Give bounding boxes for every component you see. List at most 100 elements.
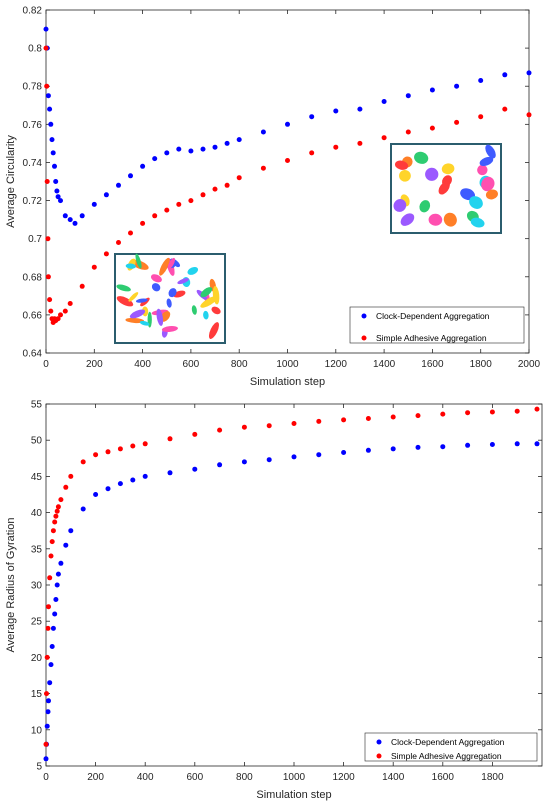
- inset-cluster: [208, 322, 219, 339]
- data-point: [54, 582, 60, 588]
- data-point: [44, 691, 49, 697]
- data-point: [130, 443, 136, 449]
- y-tick-label: 0.64: [23, 349, 43, 360]
- data-point: [478, 78, 484, 83]
- data-point: [79, 213, 85, 219]
- data-point: [53, 513, 59, 519]
- legend-label: Simple Adhesive Aggregation: [391, 751, 502, 761]
- data-point: [241, 424, 247, 430]
- x-tick-label: 800: [231, 359, 248, 370]
- inset-cluster: [128, 292, 139, 302]
- data-point: [176, 201, 182, 207]
- data-point: [48, 308, 54, 314]
- data-point: [167, 470, 173, 476]
- x-tick-label: 800: [236, 772, 253, 783]
- inset-elongated-clusters: [114, 253, 226, 344]
- data-point: [285, 158, 290, 163]
- data-point: [58, 560, 64, 566]
- data-point: [67, 301, 73, 306]
- data-point: [217, 462, 223, 468]
- data-point: [52, 163, 57, 169]
- inset-cluster: [125, 317, 145, 324]
- y-tick-label: 0.76: [23, 120, 43, 131]
- data-point: [45, 236, 51, 242]
- data-point: [465, 410, 471, 416]
- data-point: [316, 418, 322, 424]
- x-tick-label: 200: [86, 359, 103, 370]
- data-point: [390, 414, 396, 420]
- data-point: [405, 93, 411, 99]
- inset-cluster: [116, 296, 134, 307]
- data-point: [44, 83, 50, 89]
- data-point: [212, 144, 218, 150]
- data-point: [54, 188, 60, 194]
- data-point: [152, 213, 158, 219]
- inset-cluster: [479, 156, 494, 167]
- y-tick-label: 0.66: [23, 310, 43, 321]
- data-point: [49, 539, 55, 545]
- inset-cluster: [460, 188, 475, 201]
- y-tick-label: 5: [36, 762, 42, 773]
- plot-area: [45, 403, 543, 767]
- data-point: [224, 182, 230, 188]
- data-point: [140, 163, 146, 169]
- series-clock-dependent: [43, 26, 532, 226]
- x-tick-label: 400: [137, 772, 154, 783]
- inset-cluster: [156, 308, 164, 326]
- inset-cluster: [470, 217, 485, 228]
- data-point: [43, 26, 49, 32]
- data-point: [291, 421, 297, 426]
- data-point: [46, 604, 51, 610]
- data-point: [333, 144, 339, 150]
- data-point: [236, 137, 242, 143]
- data-point: [44, 723, 50, 729]
- series-clock-dependent: [43, 441, 540, 762]
- data-point: [80, 459, 86, 465]
- y-tick-label: 0.78: [23, 82, 43, 93]
- data-point: [62, 213, 68, 219]
- data-point: [43, 741, 49, 747]
- data-point: [514, 408, 520, 414]
- data-point: [502, 106, 508, 112]
- data-point: [316, 452, 322, 458]
- inset-cluster: [139, 320, 150, 326]
- y-tick-label: 45: [31, 472, 43, 483]
- data-point: [217, 427, 223, 433]
- data-point: [63, 542, 69, 548]
- data-point: [192, 431, 198, 437]
- data-point: [68, 528, 74, 534]
- inset-cluster: [438, 181, 450, 195]
- x-axis-label: Simulation step: [250, 376, 325, 388]
- x-tick-label: 0: [43, 772, 49, 783]
- inset-cluster: [469, 196, 483, 209]
- x-tick-label: 1600: [421, 359, 444, 370]
- data-point: [45, 93, 51, 99]
- data-point: [291, 454, 297, 460]
- x-tick-label: 1200: [332, 772, 355, 783]
- x-tick-label: 1200: [325, 359, 348, 370]
- data-point: [55, 194, 61, 200]
- data-point: [514, 441, 520, 447]
- data-point: [192, 466, 198, 472]
- legend-marker: [376, 739, 382, 745]
- legend-marker: [361, 313, 367, 319]
- data-point: [117, 481, 123, 487]
- data-point: [105, 486, 111, 492]
- y-tick-label: 15: [31, 689, 43, 700]
- data-point: [357, 106, 363, 112]
- data-point: [47, 575, 53, 581]
- series-simple-adhesive: [43, 406, 540, 747]
- y-tick-label: 20: [31, 653, 43, 664]
- y-tick-label: 0.8: [28, 44, 42, 55]
- data-point: [454, 83, 460, 89]
- data-point: [489, 409, 495, 415]
- legend-label: Clock-Dependent Aggregation: [376, 311, 490, 321]
- data-point: [200, 192, 206, 198]
- data-point: [478, 114, 484, 120]
- data-point: [91, 264, 97, 270]
- x-tick-label: 1800: [470, 359, 493, 370]
- data-point: [415, 444, 421, 450]
- inset-cluster: [419, 200, 431, 213]
- data-point: [45, 625, 51, 631]
